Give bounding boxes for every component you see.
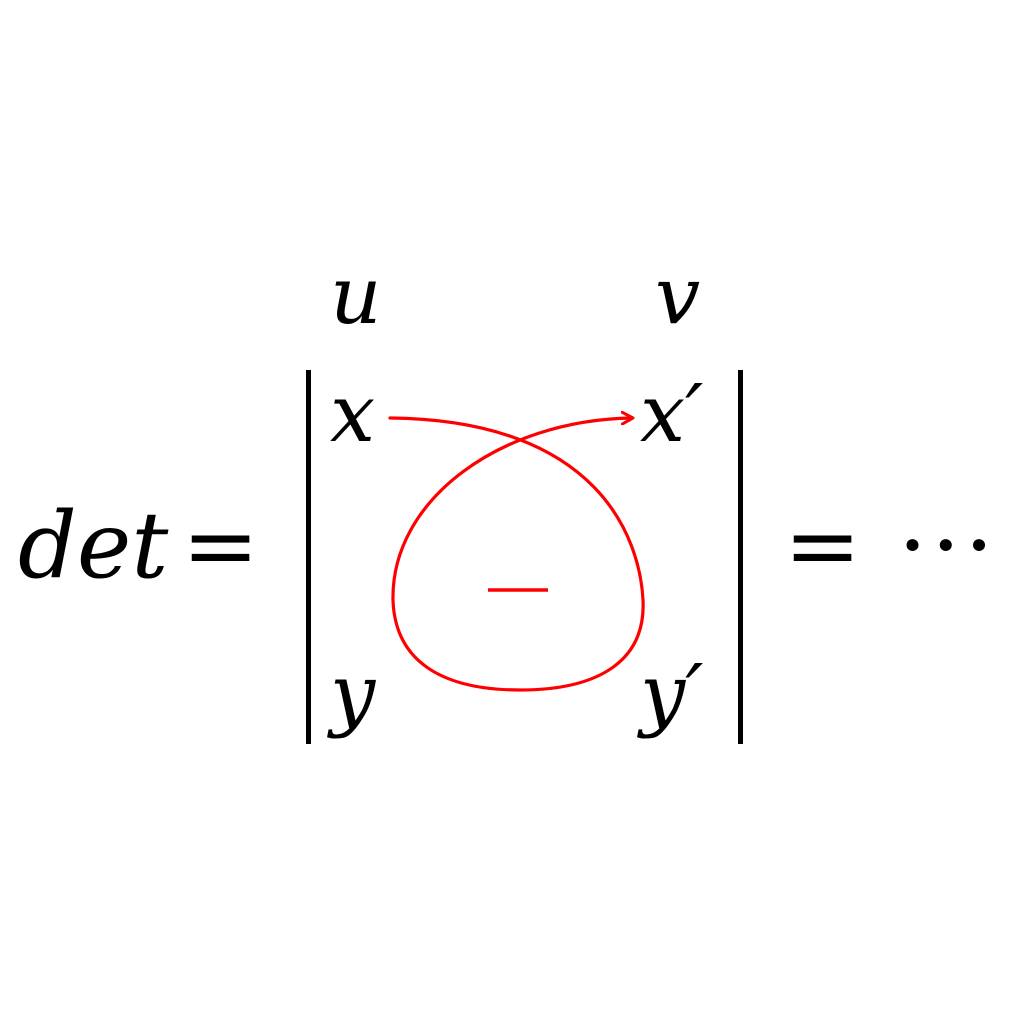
matrix-cell-y-prime: y′ (640, 647, 704, 740)
ellipsis: ··· (898, 492, 998, 599)
column-label-v: v (655, 249, 701, 342)
det-label: det (18, 492, 169, 599)
matrix-cell-y: y (330, 647, 376, 740)
determinant-bar-left (306, 370, 311, 744)
equals-sign-left: = (182, 492, 260, 599)
determinant-bar-right (738, 370, 743, 744)
matrix-cell-x-prime: x′ (640, 367, 704, 460)
crossing-loop-arrow (388, 418, 645, 692)
column-label-u: u (330, 249, 382, 342)
equals-sign-right: = (784, 492, 862, 599)
matrix-cell-x: x (330, 367, 376, 460)
